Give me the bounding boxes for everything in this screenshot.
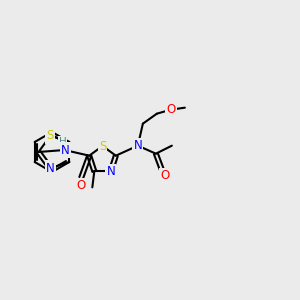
- Text: N: N: [61, 143, 70, 157]
- Text: O: O: [160, 169, 170, 182]
- Text: N: N: [134, 139, 142, 152]
- Text: N: N: [46, 162, 55, 175]
- Text: O: O: [166, 103, 176, 116]
- Text: S: S: [99, 140, 106, 152]
- Text: O: O: [76, 179, 86, 192]
- Text: N: N: [106, 165, 115, 178]
- Text: S: S: [46, 129, 54, 142]
- Text: H: H: [59, 137, 66, 147]
